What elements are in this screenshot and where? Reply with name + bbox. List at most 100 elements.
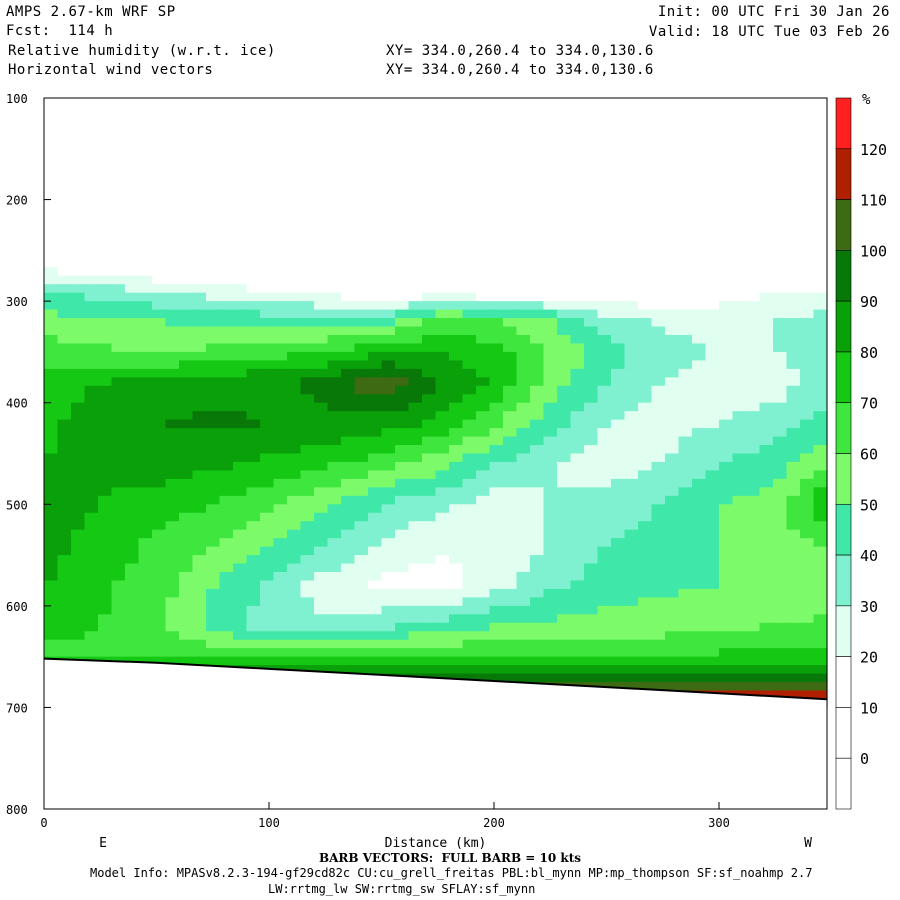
rh-cell [678, 224, 693, 235]
rh-cell [651, 470, 666, 480]
rh-cell [732, 639, 747, 649]
rh-cell [557, 343, 572, 353]
rh-cell [489, 665, 504, 675]
rh-cell [530, 360, 545, 370]
rh-cell [422, 224, 437, 235]
rh-cell [705, 377, 720, 387]
rh-cell [705, 309, 720, 319]
rh-cell [165, 140, 180, 150]
rh-cell [570, 639, 585, 649]
rh-cell [314, 267, 329, 277]
rh-cell [516, 224, 531, 235]
rh-cell [246, 631, 261, 641]
rh-cell [530, 656, 545, 666]
rh-cell [125, 639, 140, 649]
rh-cell [503, 326, 518, 336]
rh-cell [786, 478, 801, 488]
rh-cell [206, 351, 221, 361]
rh-cell [125, 428, 140, 438]
rh-cell [179, 165, 194, 175]
rh-cell [503, 148, 518, 158]
rh-cell [179, 114, 194, 124]
rh-cell [719, 377, 734, 387]
rh-cell [759, 394, 774, 404]
rh-cell [206, 301, 221, 311]
rh-cell [408, 199, 423, 209]
rh-cell [422, 622, 437, 632]
rh-cell [570, 411, 585, 421]
rh-cell [233, 461, 248, 472]
rh-cell [395, 563, 410, 573]
rh-cell [759, 123, 774, 133]
rh-cell [138, 140, 153, 150]
rh-cell [44, 241, 59, 251]
rh-cell [179, 106, 194, 116]
rh-cell [71, 546, 86, 556]
rh-cell [125, 165, 140, 175]
rh-cell [327, 614, 342, 624]
rh-cell [287, 529, 302, 539]
rh-cell [206, 529, 221, 539]
rh-cell [651, 588, 666, 598]
rh-cell [557, 377, 572, 387]
rh-cell [368, 335, 383, 345]
rh-cell [408, 555, 423, 565]
rh-cell [584, 301, 599, 311]
rh-cell [557, 639, 572, 649]
rh-cell [489, 98, 504, 108]
rh-cell [179, 343, 194, 353]
colorbar-level-label: 120 [860, 141, 887, 159]
rh-cell [597, 622, 612, 632]
rh-cell [624, 546, 639, 556]
rh-cell [557, 546, 572, 556]
rh-cell [408, 106, 423, 116]
rh-cell [327, 656, 342, 666]
rh-cell [125, 411, 140, 421]
rh-cell [800, 385, 815, 395]
rh-cell [44, 538, 59, 548]
x-tick-label: 100 [258, 816, 280, 830]
rh-cell [354, 165, 369, 175]
rh-cell [435, 639, 450, 649]
rh-cell [584, 267, 599, 277]
rh-cell [314, 512, 329, 522]
rh-cell [354, 428, 369, 438]
rh-cell [192, 588, 207, 598]
rh-cell [260, 563, 275, 573]
rh-cell [327, 275, 342, 285]
rh-cell [651, 241, 666, 251]
rh-cell [111, 351, 126, 361]
rh-cell [300, 385, 315, 395]
rh-cell [44, 292, 59, 302]
rh-cell [260, 377, 275, 387]
rh-cell [327, 335, 342, 345]
rh-cell [462, 622, 477, 632]
rh-cell [57, 622, 72, 632]
rh-cell [597, 301, 612, 311]
rh-cell [530, 428, 545, 438]
rh-cell [435, 241, 450, 251]
rh-cell [773, 622, 788, 632]
rh-cell [260, 622, 275, 632]
rh-cell [692, 419, 707, 429]
rh-cell [449, 436, 464, 446]
rh-cell [624, 521, 639, 531]
rh-cell [732, 360, 747, 370]
rh-cell [260, 351, 275, 361]
rh-cell [287, 199, 302, 209]
rh-cell [746, 318, 761, 328]
rh-cell [611, 665, 626, 675]
rh-cell [138, 148, 153, 158]
rh-cell [395, 487, 410, 497]
rh-cell [719, 385, 734, 395]
rh-cell [786, 572, 801, 582]
rh-cell [597, 191, 612, 201]
rh-cell [665, 377, 680, 387]
rh-cell [273, 157, 288, 167]
rh-cell [800, 208, 815, 218]
rh-cell [44, 453, 59, 463]
rh-cell [219, 157, 234, 167]
rh-cell [800, 495, 815, 505]
rh-cell [435, 478, 450, 488]
rh-cell [327, 512, 342, 522]
